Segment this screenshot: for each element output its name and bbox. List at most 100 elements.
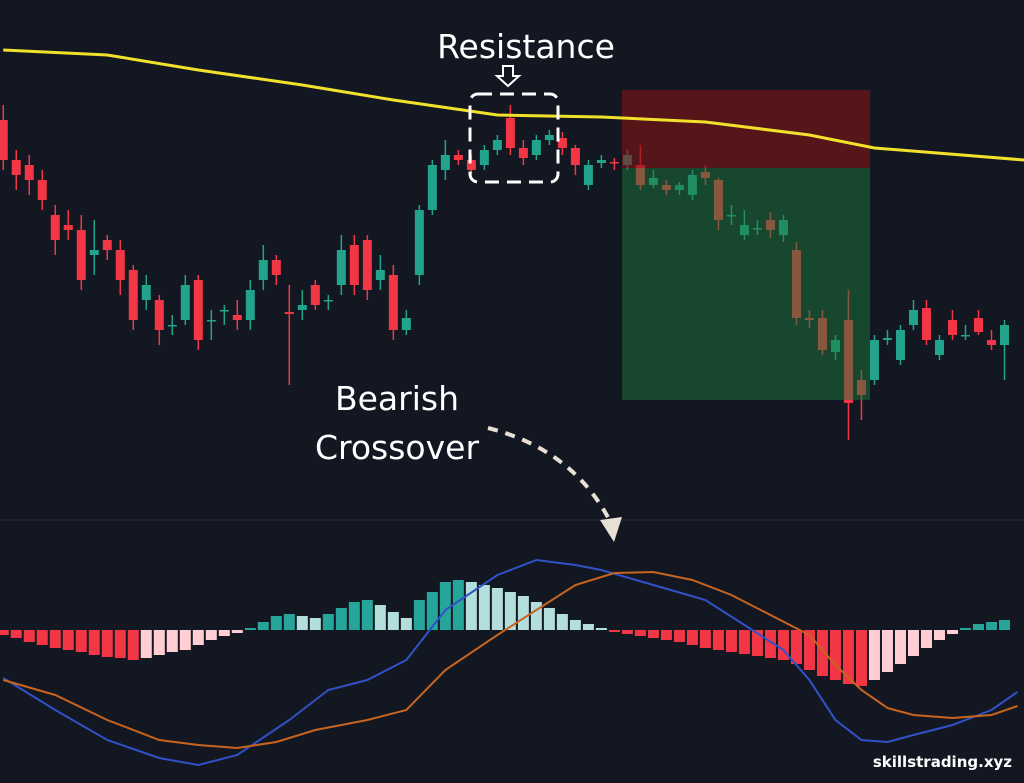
histogram-bar xyxy=(491,588,503,630)
histogram-bar xyxy=(621,630,633,634)
crossover-arrow xyxy=(487,426,614,526)
candle-body xyxy=(583,165,593,185)
histogram-bar xyxy=(101,630,113,657)
histogram-bar xyxy=(465,582,477,630)
histogram-bar xyxy=(478,585,490,630)
histogram-bar xyxy=(205,630,217,640)
histogram-bar xyxy=(920,630,932,648)
histogram-bar xyxy=(192,630,204,645)
candle-body xyxy=(63,225,73,230)
candle-body xyxy=(37,180,47,200)
candle-body xyxy=(89,250,99,255)
candle-body xyxy=(180,285,190,320)
histogram-bar xyxy=(452,580,464,630)
histogram-bar xyxy=(634,630,646,636)
candle-body xyxy=(297,305,307,310)
macd-line xyxy=(2,558,1019,767)
candle-body xyxy=(440,155,450,170)
histogram-bar xyxy=(751,630,763,656)
histogram-bar xyxy=(75,630,87,652)
candle-body xyxy=(362,240,372,290)
histogram-bar xyxy=(530,602,542,630)
histogram-bar xyxy=(855,630,867,686)
candle-body xyxy=(492,140,502,150)
candle-body xyxy=(206,320,216,322)
candle-body xyxy=(570,148,580,165)
histogram-bar xyxy=(179,630,191,650)
candle-body xyxy=(102,240,112,250)
candle-body xyxy=(50,215,60,240)
histogram-bar xyxy=(322,614,334,630)
stop-zone xyxy=(622,90,870,168)
histogram-bar xyxy=(803,630,815,670)
candle-body xyxy=(596,160,606,163)
histogram-bar xyxy=(816,630,828,676)
histogram-bar xyxy=(842,630,854,684)
histogram-bar xyxy=(829,630,841,680)
watermark: skillstrading.xyz xyxy=(873,753,1012,771)
histogram-bar xyxy=(62,630,74,650)
histogram-bar xyxy=(790,630,802,664)
histogram-bar xyxy=(517,596,529,630)
moving-average xyxy=(3,48,1024,162)
histogram-bar xyxy=(699,630,711,648)
candle-body xyxy=(609,162,619,164)
histogram-bar xyxy=(946,630,958,634)
histogram-bar xyxy=(569,620,581,630)
histogram-bar xyxy=(270,616,282,630)
histogram-bar xyxy=(777,630,789,660)
candle-body xyxy=(76,230,86,280)
candle-body xyxy=(999,325,1009,345)
candle-body xyxy=(219,310,229,312)
histogram-bar xyxy=(712,630,724,650)
histogram-bar xyxy=(335,608,347,630)
candle-body xyxy=(232,315,242,320)
histogram-bar xyxy=(556,614,568,630)
candle-body xyxy=(544,135,554,140)
histogram-bar xyxy=(504,592,516,630)
candle-body xyxy=(0,120,8,160)
histogram-bar xyxy=(907,630,919,656)
histogram-bar xyxy=(387,612,399,630)
candle-body xyxy=(973,318,983,332)
resistance-label: Resistance xyxy=(437,27,615,66)
crossover-label: Crossover xyxy=(315,428,479,467)
histogram-bar xyxy=(166,630,178,652)
histogram-bar xyxy=(894,630,906,664)
candle-body xyxy=(557,138,567,148)
histogram-bar xyxy=(660,630,672,640)
candle-body xyxy=(349,245,359,285)
candle-body xyxy=(869,340,879,380)
histogram-bar xyxy=(218,630,230,636)
candle-body xyxy=(479,150,489,165)
histogram-bar xyxy=(309,618,321,630)
histogram-bar xyxy=(10,630,22,638)
histogram-bar xyxy=(283,614,295,630)
resistance-arrow xyxy=(494,65,522,88)
histogram-bar xyxy=(543,608,555,630)
candle-body xyxy=(271,260,281,275)
histogram-bar xyxy=(972,624,984,630)
histogram-bar xyxy=(881,630,893,672)
histogram-bar xyxy=(738,630,750,654)
histogram-bar xyxy=(582,624,594,630)
candle-body xyxy=(128,270,138,320)
candle-body xyxy=(323,300,333,302)
histogram-bar xyxy=(608,630,620,632)
histogram-bar xyxy=(933,630,945,640)
histogram-bar xyxy=(296,616,308,630)
target-zone xyxy=(622,168,870,400)
candle-body xyxy=(414,210,424,275)
bearish-label: Bearish xyxy=(335,379,459,418)
macd-line xyxy=(2,570,1018,750)
histogram-bar xyxy=(426,592,438,630)
histogram-bar xyxy=(413,600,425,630)
crossover-arrowhead xyxy=(600,517,622,542)
histogram-bar xyxy=(23,630,35,642)
histogram-bar xyxy=(127,630,139,660)
candle-body xyxy=(947,320,957,335)
histogram-bar xyxy=(439,582,451,630)
candle-body xyxy=(11,160,21,175)
candle-body xyxy=(154,300,164,330)
